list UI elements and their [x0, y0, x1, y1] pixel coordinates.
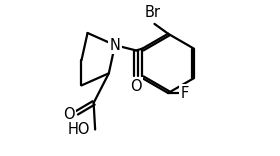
Text: F: F — [180, 85, 188, 100]
Text: O: O — [63, 107, 75, 122]
Text: HO: HO — [68, 122, 91, 137]
Text: Br: Br — [145, 5, 161, 20]
Text: O: O — [130, 79, 142, 94]
Text: N: N — [109, 38, 120, 53]
